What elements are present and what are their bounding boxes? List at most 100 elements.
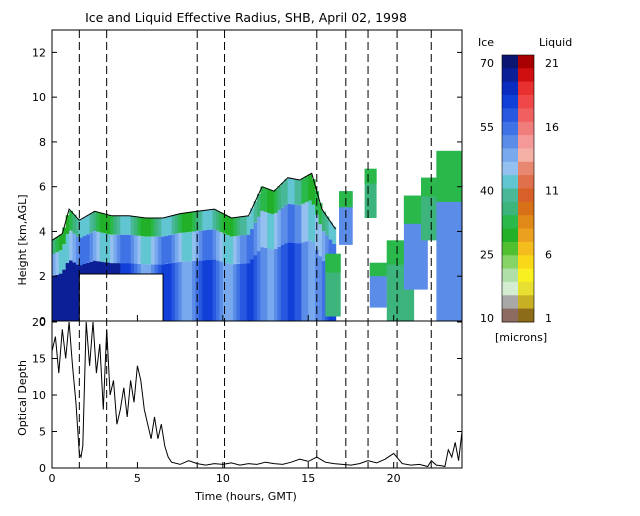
colorbar-ice-swatch <box>502 255 518 270</box>
heatmap-cell <box>308 174 313 201</box>
heatmap-cell <box>284 243 289 321</box>
heatmap-cell <box>291 242 296 321</box>
heatmap-cell <box>89 213 94 233</box>
heatmap-cell <box>113 215 118 235</box>
x-tick-label: 20 <box>387 472 401 485</box>
heatmap-cell <box>257 216 261 252</box>
colorbar-ice-swatch <box>502 175 518 189</box>
colorbar-liquid-tick: 11 <box>545 185 559 198</box>
heatmap-cell <box>226 263 231 321</box>
colorbar-liquid-swatch <box>518 121 534 136</box>
heatmap-cell <box>219 212 224 233</box>
heatmap-cell <box>198 230 203 261</box>
heatmap-cell <box>260 247 265 321</box>
heatmap-cell <box>86 215 91 235</box>
heatmap-cell <box>246 234 251 264</box>
heatmap-cell <box>171 234 176 263</box>
heatmap-cell <box>188 261 193 321</box>
heatmap-cell <box>110 234 115 264</box>
heatmap-cell <box>267 248 272 321</box>
bottom-y-tick-label: 0 <box>39 462 46 475</box>
heatmap-cell <box>226 216 231 236</box>
heatmap-cell <box>161 236 166 265</box>
heatmap-cell <box>267 189 272 213</box>
heatmap-cell <box>137 235 142 264</box>
colorbar-ice-swatch <box>502 201 518 216</box>
colorbar-liquid-swatch <box>518 81 534 96</box>
heatmap-cell <box>195 211 200 231</box>
colorbar-ice-swatch <box>502 55 518 69</box>
heatmap-cell <box>284 204 289 244</box>
colorbar-liquid-swatch <box>518 215 534 229</box>
heatmap-cell <box>181 213 186 233</box>
heatmap-cell <box>233 236 238 265</box>
heatmap-cell <box>291 204 296 243</box>
heatmap-cell <box>205 210 210 230</box>
heatmap-cell <box>277 210 282 247</box>
heatmap-cell <box>321 231 326 261</box>
heatmap-cell <box>134 235 138 264</box>
heatmap-cell <box>263 247 268 321</box>
heatmap-cell <box>62 244 67 270</box>
heatmap-cell <box>175 262 179 321</box>
heatmap-cell <box>325 235 330 264</box>
heatmap-patch-top <box>325 253 341 273</box>
heatmap-cell <box>325 216 330 236</box>
colorbar-ice-tick: 70 <box>480 57 494 70</box>
heatmap-cell <box>304 202 309 242</box>
heatmap-cell <box>147 218 152 237</box>
heatmap-cell <box>304 241 309 321</box>
heatmap-cell <box>52 239 56 254</box>
colorbar-liquid-swatch <box>518 175 534 189</box>
colorbar-liquid-swatch <box>518 308 534 323</box>
heatmap-cell <box>321 211 326 232</box>
heatmap-cell <box>164 235 169 264</box>
heatmap-cell <box>236 263 241 321</box>
heatmap-cell <box>263 188 268 212</box>
heatmap-cell <box>144 218 149 237</box>
heatmap-cell <box>198 260 203 321</box>
heatmap-cell <box>113 234 118 264</box>
heatmap-cell <box>106 234 111 263</box>
colorbar-liquid-swatch <box>518 135 534 149</box>
heatmap-cell <box>311 204 316 243</box>
heatmap-cell <box>75 236 80 265</box>
top-y-tick-label: 0 <box>39 315 46 328</box>
time-markers <box>78 30 432 468</box>
heatmap-cell <box>127 234 132 264</box>
colorbar-units: [microns] <box>495 331 547 344</box>
colorbar-liquid-swatch <box>518 241 534 256</box>
heatmap-cell <box>233 264 238 321</box>
heatmap-cell <box>130 235 135 264</box>
colorbar: Ice Liquid [microns] 70 21 55 16 40 11 25 6 10 1 <box>478 36 572 344</box>
colorbar-liquid-swatch <box>518 201 534 216</box>
heatmap-cell <box>311 243 316 321</box>
top-y-tick-label: 2 <box>39 270 46 283</box>
heatmap-cell <box>257 194 261 217</box>
heatmap-cell <box>55 237 60 253</box>
colorbar-ice-swatch <box>502 308 518 323</box>
heatmap-cell <box>257 251 261 321</box>
colorbar-ice-tick: 55 <box>480 121 494 134</box>
heatmap-cell <box>301 242 306 321</box>
heatmap-cell <box>274 248 279 321</box>
heatmap-cell <box>318 203 323 225</box>
heatmap-cell <box>270 249 275 321</box>
heatmap-cell <box>298 243 302 321</box>
heatmap-cell <box>72 262 77 321</box>
heatmap-cell <box>287 242 292 321</box>
heatmap-cell <box>239 235 244 264</box>
heatmap-cell <box>99 213 104 233</box>
heatmap-cell <box>154 236 159 265</box>
heatmap-cell <box>151 218 156 237</box>
bottom-y-tick-label: 5 <box>39 426 46 439</box>
heatmap-cell <box>75 264 80 321</box>
colorbar-ice-swatch <box>502 215 518 229</box>
heatmap-cell <box>79 219 84 238</box>
bottom-y-tick-label: 20 <box>32 316 46 329</box>
heatmap-cell <box>216 210 220 231</box>
heatmap-cell <box>311 179 316 205</box>
colorbar-ice-swatch <box>502 135 518 149</box>
heatmap-cell <box>209 209 214 230</box>
heatmap-cell <box>280 182 285 208</box>
